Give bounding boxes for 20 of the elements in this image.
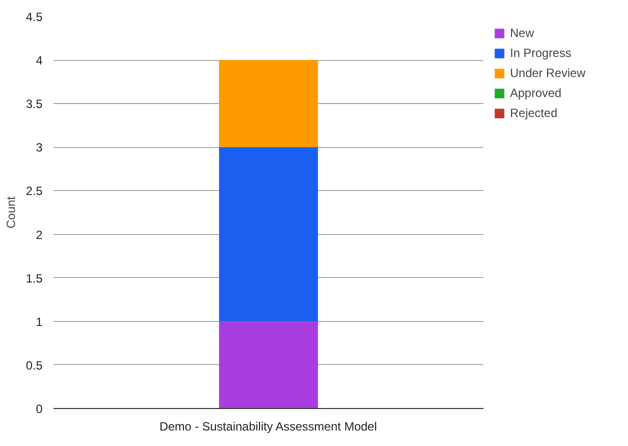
y-tick-label: 4.5 bbox=[26, 10, 43, 24]
y-tick-label: 3.5 bbox=[26, 97, 43, 112]
x-tick-label: Demo - Sustainability Assessment Model bbox=[159, 420, 377, 434]
legend-label: Rejected bbox=[510, 106, 558, 120]
legend-label: Approved bbox=[510, 86, 562, 100]
legend-label: New bbox=[510, 26, 534, 40]
bar bbox=[219, 60, 318, 148]
y-tick-label: 0.5 bbox=[26, 358, 43, 372]
y-tick-label: 1 bbox=[36, 314, 43, 329]
y-tick-label: 2 bbox=[36, 228, 43, 242]
legend-label: Under Review bbox=[510, 66, 586, 80]
bar bbox=[219, 147, 318, 322]
y-tick-label: 3 bbox=[36, 140, 43, 155]
bar bbox=[219, 321, 318, 408]
y-tick-label: 4 bbox=[36, 54, 43, 68]
y-tick-label: 0 bbox=[36, 402, 43, 416]
y-tick-label: 1.5 bbox=[26, 271, 43, 286]
y-tick-label: 2.5 bbox=[26, 184, 43, 198]
legend-label: In Progress bbox=[510, 46, 572, 60]
y-axis-title: Count bbox=[4, 196, 18, 229]
